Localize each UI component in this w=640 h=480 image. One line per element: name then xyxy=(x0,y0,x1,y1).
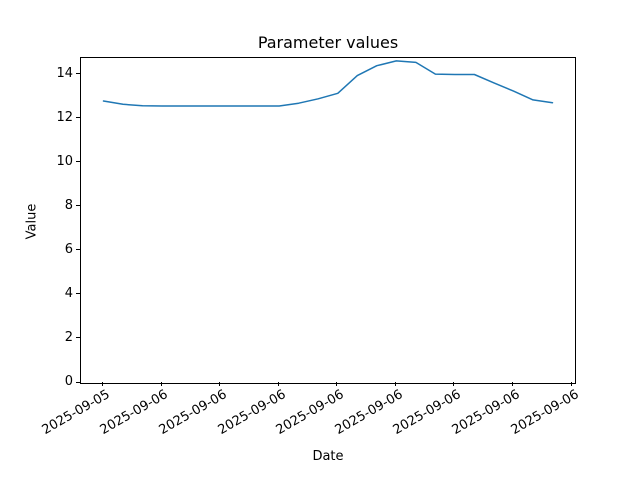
x-tick-mark xyxy=(336,382,338,386)
y-tick-mark xyxy=(76,205,80,207)
x-tick-mark xyxy=(101,382,103,386)
plot-area xyxy=(80,57,576,384)
y-tick-label: 2 xyxy=(64,329,73,345)
x-tick-mark xyxy=(219,382,221,386)
y-tick-mark xyxy=(76,73,80,75)
x-tick-mark xyxy=(160,382,162,386)
x-tick-mark xyxy=(394,382,396,386)
y-tick-mark xyxy=(76,249,80,251)
y-tick-label: 6 xyxy=(64,241,73,257)
x-tick-mark xyxy=(570,382,572,386)
y-tick-mark xyxy=(76,161,80,163)
y-axis-label: Value xyxy=(24,203,40,240)
x-tick-mark xyxy=(511,382,513,386)
y-tick-mark xyxy=(76,293,80,295)
chart-title: Parameter values xyxy=(257,33,399,52)
x-tick-mark xyxy=(277,382,279,386)
y-tick-mark xyxy=(76,337,80,339)
y-tick-label: 10 xyxy=(56,153,73,169)
line-chart-canvas xyxy=(102,60,554,107)
y-tick-label: 14 xyxy=(56,65,73,81)
y-tick-label: 12 xyxy=(56,109,73,125)
y-tick-label: 0 xyxy=(64,374,73,389)
y-tick-label: 4 xyxy=(64,285,73,301)
x-tick-mark xyxy=(453,382,455,386)
y-tick-label: 8 xyxy=(64,197,73,213)
x-axis-label: Date xyxy=(312,449,344,464)
y-tick-mark xyxy=(76,117,80,119)
y-tick-mark xyxy=(76,381,80,383)
data-series-line xyxy=(102,60,554,107)
